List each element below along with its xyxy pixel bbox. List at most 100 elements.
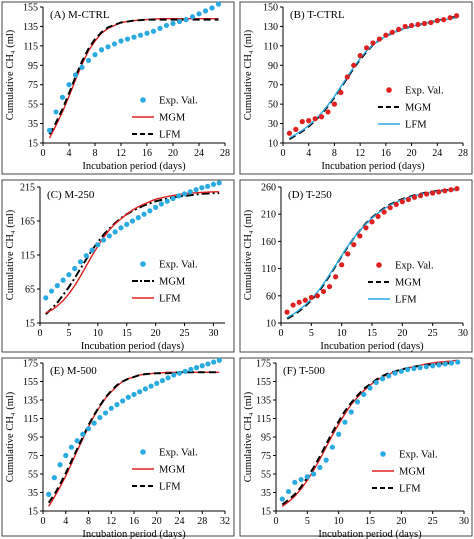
x-tick-label: 4 [306, 148, 311, 159]
panel-frame [1, 357, 235, 537]
data-point [434, 18, 440, 24]
data-point [430, 363, 436, 369]
data-point [417, 365, 423, 371]
data-point [210, 181, 217, 187]
x-tick-label: 8 [86, 516, 91, 527]
data-point [383, 32, 389, 38]
data-point [89, 247, 95, 253]
x-tick-label: 15 [367, 328, 377, 339]
panel-frame [239, 357, 473, 537]
data-point [97, 414, 103, 421]
data-point [63, 452, 69, 459]
data-point [430, 190, 436, 196]
data-point [369, 219, 375, 225]
x-tick-label: 0 [279, 328, 284, 339]
y-tick-label: 95 [28, 433, 38, 444]
x-tick-label: 32 [220, 516, 230, 527]
data-point [428, 19, 434, 26]
x-tick-label: 20 [407, 148, 417, 159]
data-point [393, 201, 399, 208]
panel-f: 0 5 10 15 20 25 30 15 35 55 75 95 115 135 155 175 Incuba… [239, 357, 473, 539]
data-point [181, 191, 188, 197]
y-tick-label: 110 [261, 264, 276, 275]
legend-marker [140, 97, 146, 103]
y-tick-label: 210 [261, 210, 276, 221]
data-point [100, 237, 107, 243]
x-tick-label: 30 [458, 328, 468, 339]
data-point [447, 15, 453, 21]
data-point [453, 13, 460, 19]
data-point [159, 377, 166, 384]
data-point [43, 295, 49, 301]
panel-title: (F) T-500 [283, 365, 325, 377]
data-point [176, 193, 182, 199]
data-point [320, 288, 327, 295]
data-point [60, 277, 66, 283]
data-point [54, 283, 60, 289]
data-point [348, 409, 354, 415]
panel-frame [1, 179, 235, 353]
data-point [292, 479, 298, 485]
data-point [411, 365, 417, 372]
x-tick-label: 20 [152, 516, 162, 527]
y-tick-label: 135 [23, 396, 38, 407]
x-tick-label: 20 [151, 328, 161, 339]
y-tick-label: 115 [20, 251, 35, 262]
data-point [336, 431, 342, 437]
y-tick-label: 10 [266, 319, 276, 330]
data-point [112, 229, 118, 235]
data-point [77, 259, 84, 265]
data-point [137, 32, 144, 38]
data-point [142, 386, 148, 392]
y-axis-label: Cumulative CH₄ (ml) [5, 391, 16, 482]
data-point [91, 420, 97, 426]
data-point [106, 233, 112, 239]
y-tick-label: 15 [28, 139, 38, 150]
legend-label: LFM [405, 120, 427, 131]
x-tick-label: 4 [63, 516, 68, 527]
data-point [120, 398, 126, 404]
data-point [72, 72, 79, 78]
data-point [216, 180, 222, 186]
data-point [329, 444, 335, 450]
data-point [389, 29, 395, 35]
x-axis-label: Incubation period (days) [82, 161, 186, 172]
data-point [363, 225, 369, 231]
y-tick-label: 10 [268, 139, 278, 150]
x-tick-label: 8 [332, 148, 337, 159]
data-point [158, 201, 165, 207]
data-point [72, 266, 78, 272]
y-tick-label: 165 [20, 217, 35, 228]
data-point [357, 233, 363, 239]
data-point [154, 380, 160, 386]
legend-marker [140, 261, 146, 267]
data-point [59, 94, 66, 100]
data-point [331, 101, 338, 107]
data-point [339, 262, 345, 268]
panel-title: (A) M-CTRL [50, 9, 110, 21]
data-point [215, 1, 222, 7]
data-point [182, 368, 188, 374]
y-tick-label: 55 [28, 470, 38, 481]
y-tick-label: 135 [256, 396, 271, 407]
data-point [284, 309, 290, 315]
data-point [370, 40, 376, 46]
y-tick-label: 55 [28, 100, 38, 111]
panel-d: 0 5 10 15 20 25 30 10 60 110 160 210 260 Incubation p… [239, 179, 473, 353]
x-tick-label: 16 [129, 516, 139, 527]
data-point [209, 5, 215, 11]
data-point [108, 405, 114, 411]
y-tick-label: 75 [28, 451, 38, 462]
y-tick-label: 15 [28, 507, 38, 518]
data-point [202, 8, 209, 14]
data-point [164, 198, 170, 204]
data-point [455, 359, 461, 365]
y-tick-label: 155 [23, 377, 38, 388]
data-point [442, 188, 448, 194]
legend-label: MGM [159, 277, 186, 288]
data-point [80, 431, 86, 437]
panel-title: (E) M-500 [50, 365, 97, 377]
y-axis-label: Cumulative CH₄ (ml) [5, 209, 16, 300]
y-tick-label: 35 [28, 119, 38, 130]
